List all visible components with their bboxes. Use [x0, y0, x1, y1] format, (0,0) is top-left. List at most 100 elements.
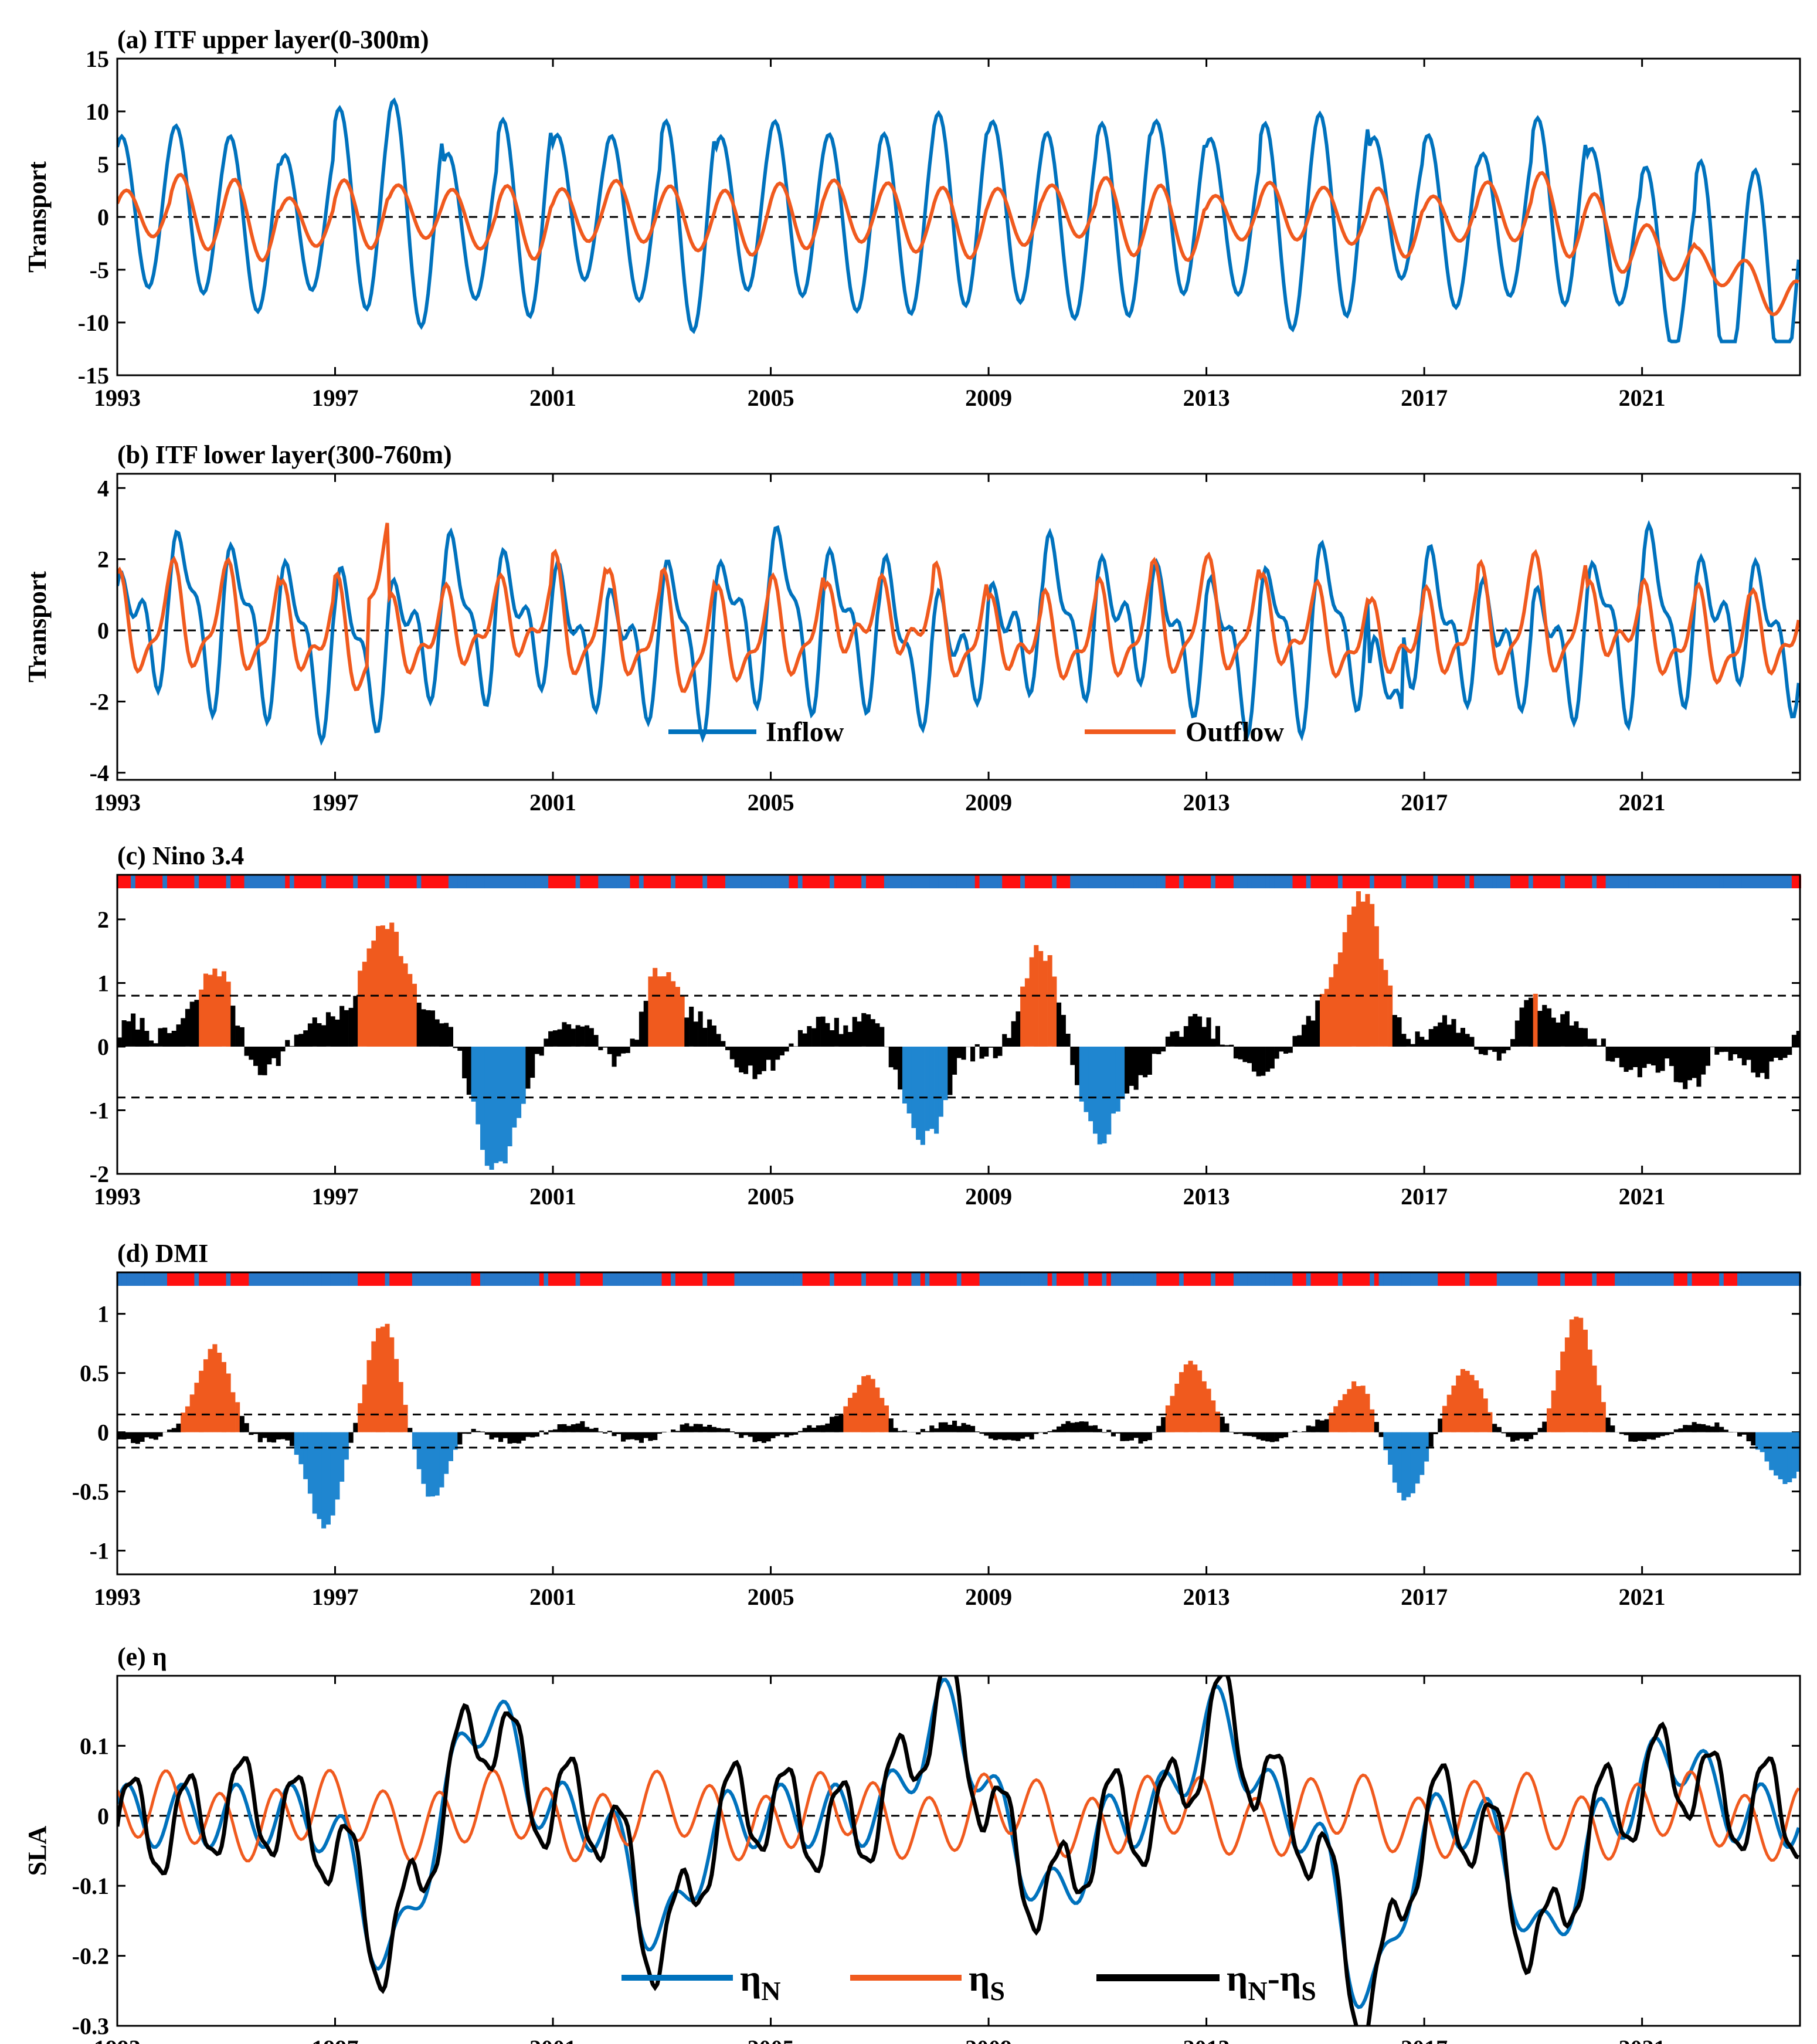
- bar: [144, 1031, 150, 1047]
- bar: [167, 1430, 172, 1432]
- bar: [253, 1432, 259, 1434]
- phase-segment: [1465, 875, 1470, 888]
- phase-segment: [566, 875, 572, 888]
- bar: [212, 1344, 218, 1432]
- phase-segment: [1269, 1273, 1275, 1286]
- phase-segment: [1120, 1273, 1125, 1286]
- bar: [875, 1387, 880, 1432]
- bar: [1292, 1430, 1298, 1432]
- bar: [162, 1027, 168, 1047]
- bar: [1574, 1316, 1579, 1432]
- bar: [131, 1013, 136, 1047]
- plot-frame: [116, 874, 1801, 1175]
- bar: [362, 962, 367, 1047]
- phase-segment: [1143, 875, 1148, 888]
- bar: [344, 1010, 349, 1047]
- bar: [1605, 1417, 1611, 1432]
- bar: [298, 1034, 304, 1047]
- phase-segment: [1324, 875, 1329, 888]
- phase-segment: [439, 1273, 444, 1286]
- bar: [1701, 1047, 1706, 1075]
- bar: [1161, 1417, 1166, 1432]
- phase-segment: [1229, 1273, 1234, 1286]
- bar: [1306, 1016, 1311, 1047]
- bar: [257, 1432, 263, 1442]
- phase-segment: [1156, 1273, 1161, 1286]
- phase-segment: [1297, 1273, 1302, 1286]
- bar: [1465, 1370, 1470, 1432]
- phase-segment: [1782, 1273, 1788, 1286]
- y-tick-label: 2: [97, 906, 109, 933]
- phase-segment: [502, 875, 508, 888]
- phase-segment: [1551, 1273, 1556, 1286]
- phase-segment: [916, 1273, 921, 1286]
- phase-segment: [1787, 875, 1792, 888]
- phase-segment: [1483, 875, 1488, 888]
- phase-segment: [612, 875, 617, 888]
- phase-segment: [521, 1273, 526, 1286]
- x-tick-label: 2009: [965, 1584, 1012, 1610]
- phase-segment: [1537, 875, 1543, 888]
- bar: [1551, 1017, 1556, 1047]
- bar: [1451, 1018, 1456, 1047]
- phase-segment: [212, 1273, 218, 1286]
- phase-segment: [1769, 875, 1774, 888]
- bar: [974, 1044, 980, 1047]
- panel-a: (a) ITF upper layer(0-300m)Transport1510…: [23, 25, 1801, 411]
- phase-segment: [1360, 1273, 1366, 1286]
- phase-segment: [1628, 1273, 1633, 1286]
- bar: [693, 1021, 698, 1047]
- phase-segment: [698, 875, 703, 888]
- bar: [1406, 1432, 1411, 1498]
- bar: [430, 1432, 435, 1497]
- bar: [1451, 1386, 1456, 1432]
- phase-segment: [312, 1273, 317, 1286]
- bar: [548, 1031, 553, 1047]
- bar: [1446, 1024, 1452, 1047]
- bar: [1133, 1432, 1139, 1438]
- bar: [1769, 1047, 1774, 1062]
- phase-segment: [507, 875, 512, 888]
- phase-segment: [1093, 1273, 1098, 1286]
- series-eta-diff-line: [117, 1676, 1799, 2026]
- bar: [671, 981, 676, 1047]
- bar: [1551, 1390, 1556, 1432]
- phase-segment: [1723, 875, 1729, 888]
- bar: [1138, 1047, 1143, 1075]
- bar: [766, 1047, 771, 1060]
- phase-segment: [466, 875, 472, 888]
- bar: [1079, 1421, 1084, 1432]
- bar: [1329, 1413, 1334, 1432]
- phase-segment: [653, 1273, 658, 1286]
- phase-segment: [1075, 875, 1080, 888]
- bar: [1188, 1360, 1193, 1432]
- phase-segment: [1501, 875, 1506, 888]
- bar: [1496, 1427, 1502, 1432]
- phase-segment: [1342, 1273, 1347, 1286]
- phase-segment: [1351, 1273, 1357, 1286]
- bar: [439, 1023, 444, 1047]
- phase-segment: [1660, 875, 1665, 888]
- bar: [934, 1428, 939, 1432]
- phase-segment: [466, 1273, 472, 1286]
- bar: [743, 1047, 749, 1074]
- bar: [916, 1047, 921, 1140]
- phase-segment: [1047, 875, 1052, 888]
- phase-segment: [1024, 1273, 1030, 1286]
- phase-segment: [1442, 875, 1448, 888]
- x-tick-label: 1993: [94, 385, 141, 411]
- y-tick-label: -2: [90, 688, 109, 715]
- bar: [1306, 1425, 1311, 1432]
- bar: [1016, 1011, 1021, 1047]
- bar: [825, 1423, 830, 1432]
- phase-segment: [653, 875, 658, 888]
- bar: [585, 1025, 590, 1047]
- phase-segment: [689, 875, 694, 888]
- bar: [203, 1359, 208, 1432]
- bar: [911, 1047, 916, 1128]
- bar: [517, 1047, 522, 1118]
- bar: [398, 1382, 403, 1432]
- phase-segment: [1637, 875, 1643, 888]
- bar: [752, 1432, 758, 1442]
